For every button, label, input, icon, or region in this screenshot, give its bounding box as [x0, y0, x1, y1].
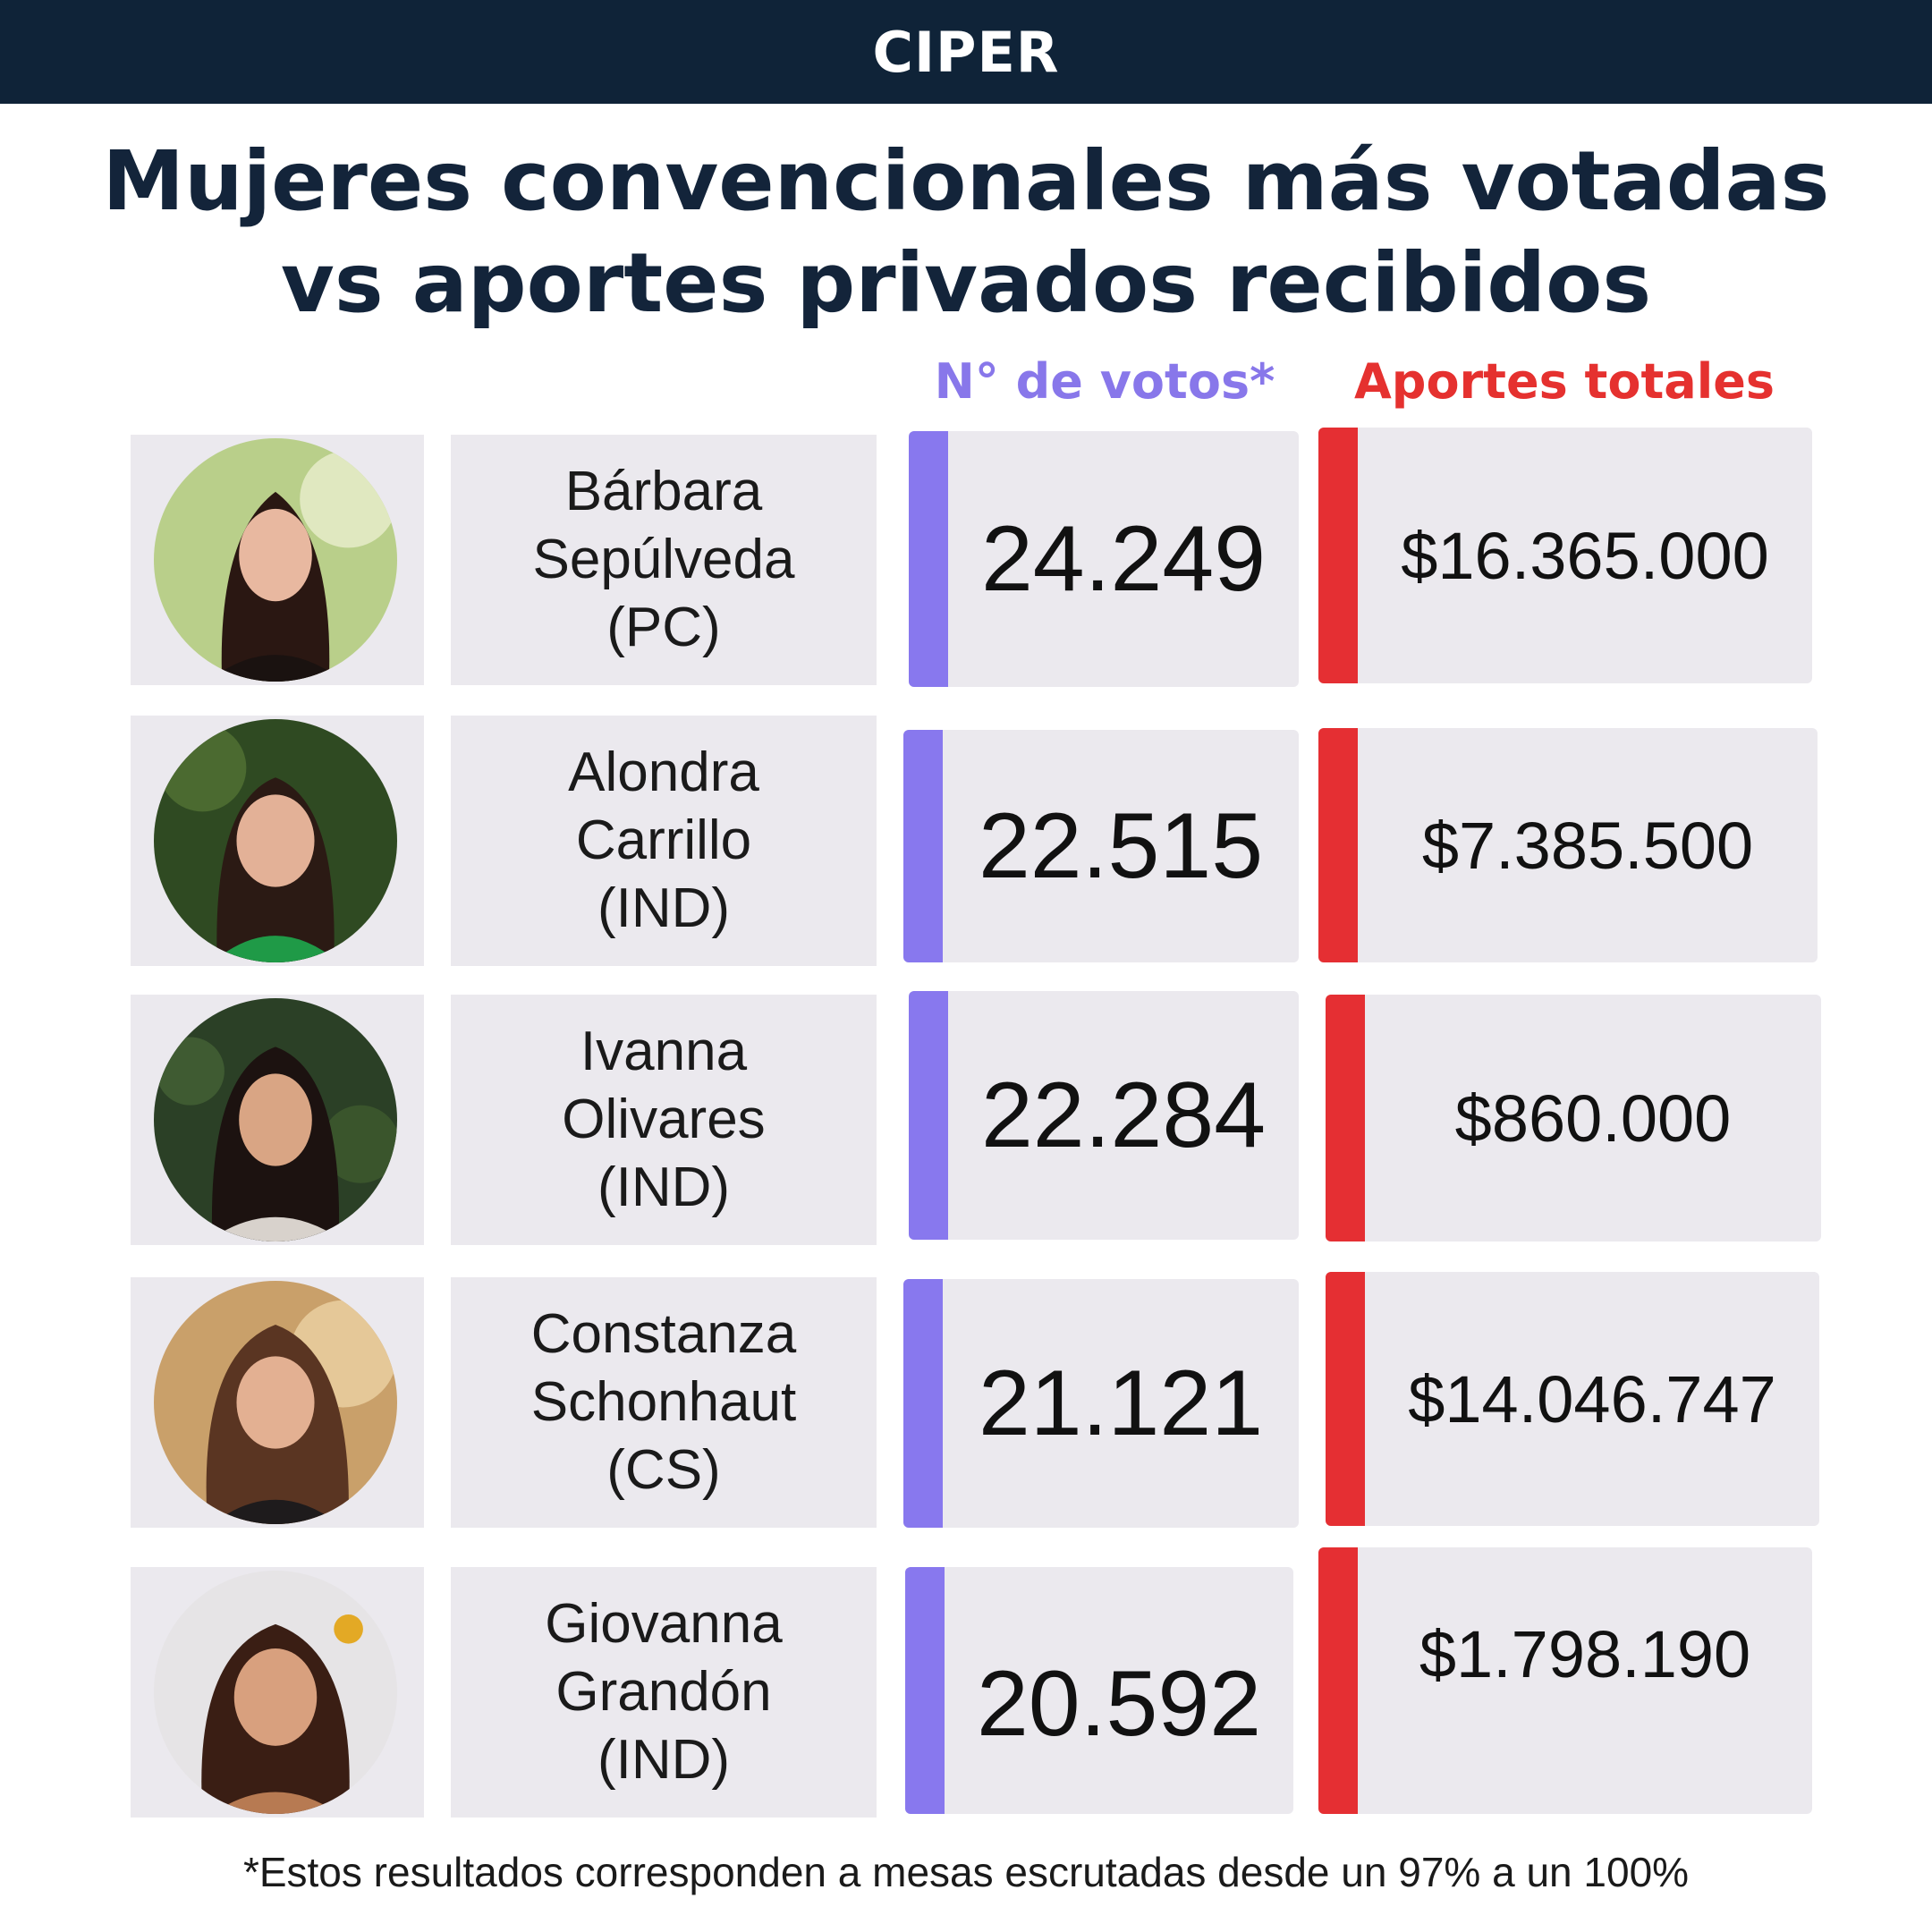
photo-cell [131, 435, 424, 685]
title-line-1: Mujeres convencionales más votadas [102, 133, 1830, 229]
candidate-name-cell: Constanza Schonhaut (CS) [451, 1277, 877, 1528]
funds-value: $1.798.190 [1419, 1616, 1751, 1691]
candidate-first-name: Constanza [530, 1303, 797, 1365]
funds-accent-bar [1326, 1272, 1365, 1526]
votes-cell: 21.121 [903, 1279, 1299, 1528]
candidate-party: (IND) [597, 1729, 731, 1791]
funds-cell: $14.046.747 [1326, 1272, 1819, 1526]
votes-value: 22.284 [980, 1063, 1267, 1167]
votes-value: 24.249 [980, 506, 1267, 611]
candidate-last-name: Grandón [555, 1661, 772, 1723]
funds-value: $7.385.500 [1421, 808, 1754, 883]
portrait-photo-icon [154, 1281, 397, 1524]
votes-cell: 22.284 [909, 991, 1299, 1240]
votes-value: 22.515 [978, 793, 1264, 898]
funds-value: $16.365.000 [1401, 518, 1769, 593]
candidate-row: Alondra Carrillo (IND) 22.515 $7.385.500 [0, 716, 1932, 970]
candidate-first-name: Alondra [568, 741, 759, 803]
candidate-last-name: Olivares [562, 1089, 766, 1150]
candidate-last-name: Carrillo [575, 809, 752, 871]
funds-cell: $860.000 [1326, 995, 1821, 1241]
votes-cell: 22.515 [903, 730, 1299, 962]
photo-cell [131, 1567, 424, 1818]
candidate-first-name: Giovanna [545, 1593, 783, 1655]
candidate-last-name: Sepúlveda [532, 529, 795, 590]
funds-cell: $7.385.500 [1318, 728, 1818, 962]
votes-cell: 24.249 [909, 431, 1299, 687]
candidate-photo [154, 1571, 397, 1814]
candidate-first-name: Bárbara [564, 461, 763, 522]
votes-cell: 20.592 [905, 1567, 1293, 1814]
candidate-row: Constanza Schonhaut (CS) 21.121 $14.046.… [0, 1272, 1932, 1531]
votes-column-header: N° de votos* [934, 353, 1275, 410]
votes-accent-bar [903, 1279, 943, 1528]
candidate-row: Ivanna Olivares (IND) 22.284 $860.000 [0, 991, 1932, 1249]
portrait-photo-icon [154, 1571, 397, 1814]
candidate-photo [154, 719, 397, 962]
candidate-photo [154, 438, 397, 682]
brand-logo: CIPER [872, 19, 1060, 85]
funds-cell: $1.798.190 [1318, 1547, 1812, 1814]
candidate-photo [154, 1281, 397, 1524]
votes-accent-bar [905, 1567, 945, 1814]
votes-accent-bar [909, 991, 948, 1240]
funds-accent-bar [1318, 428, 1358, 683]
header-bar: CIPER [0, 0, 1932, 104]
portrait-photo-icon [154, 998, 397, 1241]
candidate-row: Bárbara Sepúlveda (PC) 24.249 $16.365.00… [0, 428, 1932, 689]
photo-cell [131, 716, 424, 966]
candidate-photo [154, 998, 397, 1241]
candidate-name-cell: Bárbara Sepúlveda (PC) [451, 435, 877, 685]
funds-value: $14.046.747 [1408, 1361, 1776, 1436]
votes-accent-bar [903, 730, 943, 962]
title-line-2: vs aportes privados recibidos [280, 235, 1652, 331]
portrait-photo-icon [154, 438, 397, 682]
candidate-last-name: Schonhaut [530, 1371, 797, 1433]
candidate-name-cell: Alondra Carrillo (IND) [451, 716, 877, 966]
candidate-party: (IND) [597, 877, 731, 939]
portrait-photo-icon [154, 719, 397, 962]
funds-accent-bar [1318, 728, 1358, 962]
funds-column-header: Aportes totales [1354, 353, 1775, 410]
candidate-party: (PC) [606, 597, 721, 658]
candidate-name-cell: Ivanna Olivares (IND) [451, 995, 877, 1245]
candidate-name-cell: Giovanna Grandón (IND) [451, 1567, 877, 1818]
photo-cell [131, 1277, 424, 1528]
candidate-party: (IND) [597, 1157, 731, 1218]
page-title: Mujeres convencionales más votadas vs ap… [0, 131, 1932, 335]
votes-accent-bar [909, 431, 948, 687]
candidate-row: Giovanna Grandón (IND) 20.592 $1.798.190 [0, 1547, 1932, 1821]
footnote: *Estos resultados corresponden a mesas e… [242, 1849, 1690, 1895]
funds-accent-bar [1318, 1547, 1358, 1814]
funds-cell: $16.365.000 [1318, 428, 1812, 683]
votes-value: 20.592 [976, 1651, 1262, 1756]
votes-value: 21.121 [978, 1351, 1264, 1455]
candidate-first-name: Ivanna [580, 1021, 748, 1082]
funds-value: $860.000 [1454, 1080, 1732, 1156]
funds-accent-bar [1326, 995, 1365, 1241]
candidate-party: (CS) [606, 1439, 721, 1501]
photo-cell [131, 995, 424, 1245]
